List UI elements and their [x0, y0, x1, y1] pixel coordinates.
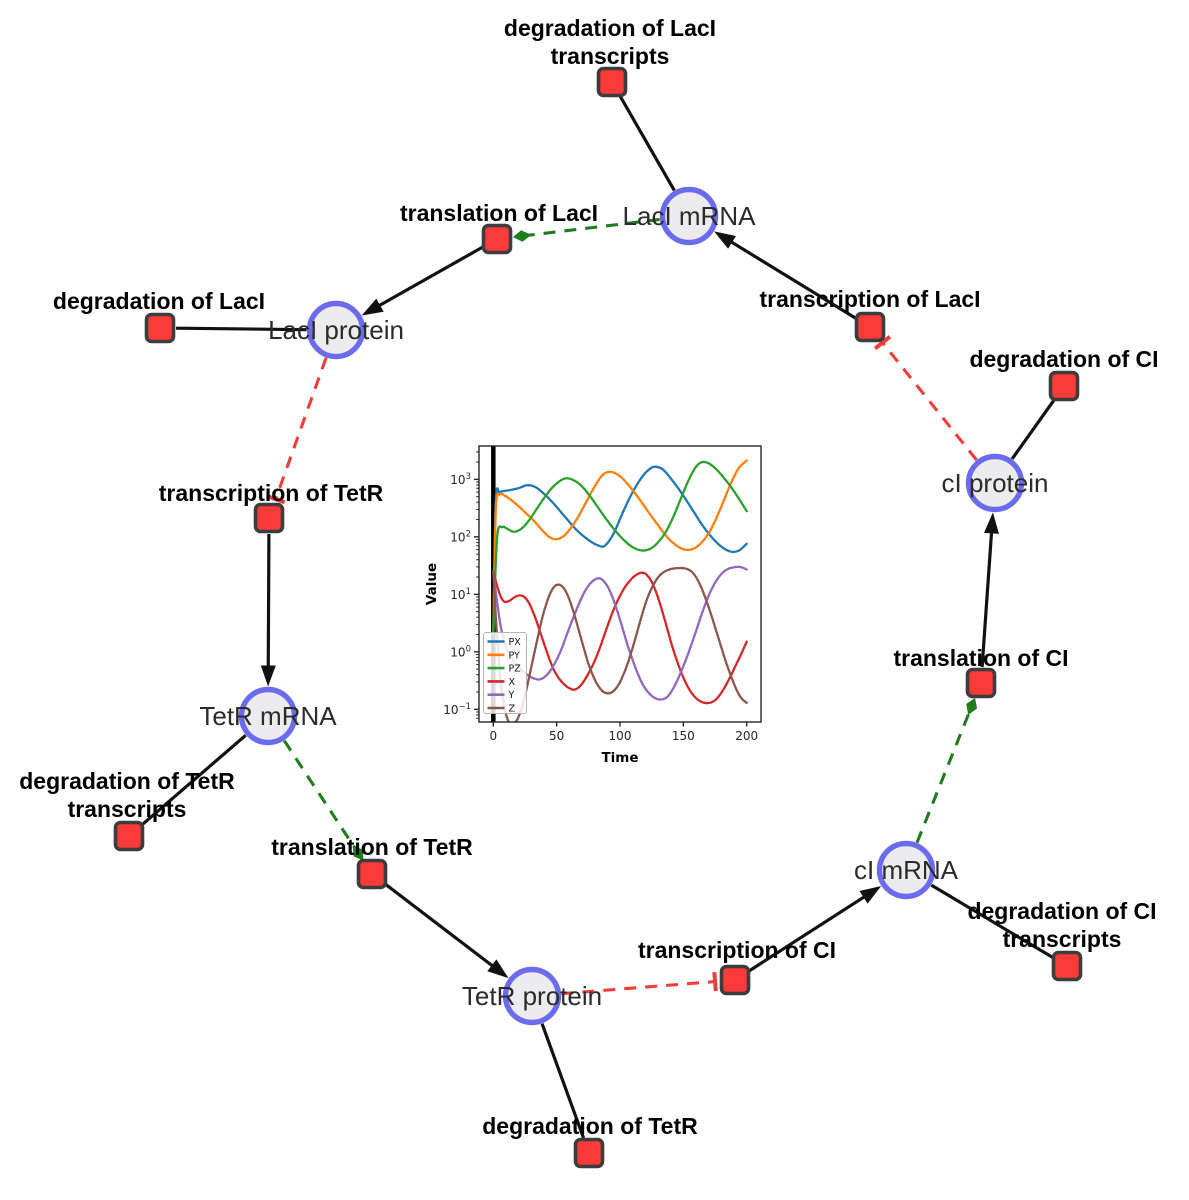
species-label-laci-mrna: LacI mRNA — [623, 201, 757, 231]
reaction-label-deg-laci-tx: transcripts — [551, 43, 670, 69]
legend-label-Y: Y — [508, 690, 515, 701]
reaction-label-deg-laci: degradation of LacI — [53, 288, 265, 314]
edge-laci-protein-deg-laci-consumption — [175, 326, 307, 332]
species-node-tetr-mrna[interactable] — [238, 686, 298, 746]
reaction-label-deg-ci-tx: transcripts — [1003, 926, 1122, 952]
x-tick-label: 150 — [672, 729, 695, 743]
series-line-PZ — [492, 460, 748, 636]
species-node-ci-mrna[interactable] — [876, 840, 936, 900]
diamond-arrowhead-icon — [966, 697, 978, 715]
reaction-node-deg-laci-tx[interactable] — [596, 66, 628, 98]
edge-laci-mrna-transl-laci-modifier — [512, 217, 660, 242]
reaction-node-transl-tetr[interactable] — [356, 858, 388, 890]
edge-ci-protein-deg-ci-consumption — [1010, 398, 1057, 460]
labels-layer: degradation of LacItranscriptstranslatio… — [19, 15, 1158, 1139]
reaction-node-deg-ci[interactable] — [1048, 370, 1080, 402]
arrowhead-icon — [859, 886, 882, 904]
diamond-arrowhead-icon — [512, 230, 532, 242]
reaction-node-txn-tetr[interactable] — [253, 502, 285, 534]
x-tick-label: 0 — [489, 729, 497, 743]
edge-tetr-mrna-transl-tetr-modifier — [282, 739, 364, 861]
reaction-node-deg-laci[interactable] — [144, 312, 176, 344]
edge-txn-tetr-tetr-mrna-production — [260, 533, 276, 687]
arrowhead-icon — [260, 665, 276, 687]
x-axis-label: Time — [601, 750, 638, 766]
x-tick-label: 100 — [609, 729, 632, 743]
diamond-arrowhead-icon — [353, 845, 364, 861]
edge-transl-laci-laci-protein-production — [361, 245, 484, 316]
species-label-tetr-mrna: TetR mRNA — [199, 701, 337, 731]
reaction-label-deg-tetr-tx: transcripts — [68, 796, 187, 822]
arrowhead-icon — [487, 959, 509, 979]
species-label-ci-mrna: cI mRNA — [854, 855, 959, 885]
plot-area — [491, 446, 748, 722]
edge-ci-mrna-deg-ci-tx-consumption — [930, 883, 1055, 960]
arrowhead-icon — [714, 231, 736, 249]
edge-ci-mrna-transl-ci-modifier — [915, 697, 978, 844]
species-label-ci-protein: cI protein — [942, 468, 1049, 498]
inhibition-bar-icon — [712, 971, 718, 992]
reaction-node-deg-tetr[interactable] — [573, 1137, 605, 1169]
reaction-node-transl-laci[interactable] — [481, 223, 513, 255]
reaction-node-transl-ci[interactable] — [965, 667, 997, 699]
legend-label-X: X — [509, 677, 516, 688]
legend-label-PY: PY — [509, 650, 521, 661]
reaction-node-deg-ci-tx[interactable] — [1051, 950, 1083, 982]
x-tick-label: 50 — [549, 729, 564, 743]
series-line-PY — [492, 459, 748, 636]
edge-tetr-mrna-deg-tetr-tx-consumption — [140, 734, 247, 827]
time-course-plot: 0 50 100 150 20010−1100101102103TimeValuePXP… — [424, 430, 796, 798]
arrowhead-icon — [984, 512, 999, 534]
y-axis-label: Value — [424, 563, 440, 605]
reaction-label-transl-laci: translation of LacI — [400, 200, 598, 226]
reaction-label-txn-laci: transcription of LacI — [759, 286, 980, 312]
inhibition-bar-icon — [873, 335, 892, 351]
edge-laci-mrna-deg-laci-tx-consumption — [618, 95, 676, 192]
species-node-tetr-protein[interactable] — [502, 966, 562, 1026]
reaction-label-txn-ci: transcription of CI — [638, 937, 836, 963]
series-line-Y — [492, 565, 748, 701]
arrowhead-icon — [361, 298, 384, 316]
species-node-laci-mrna[interactable] — [659, 186, 719, 246]
species-label-tetr-protein: TetR protein — [462, 981, 602, 1011]
edge-txn-ci-ci-mrna-production — [747, 886, 882, 973]
edge-transl-tetr-tetr-protein-production — [383, 882, 509, 979]
legend-label-PZ: PZ — [509, 664, 522, 675]
edge-ci-protein-txn-laci-inhibition — [873, 335, 978, 461]
chart-legend: PX PY PZ XYZ — [483, 632, 527, 715]
reaction-label-deg-laci-tx: degradation of LacI — [504, 15, 716, 41]
edge-tetr-protein-deg-tetr-consumption — [540, 1023, 586, 1139]
reaction-label-deg-ci-tx: degradation of CI — [967, 898, 1156, 924]
reaction-node-txn-laci[interactable] — [854, 311, 886, 343]
species-label-laci-protein: LacI protein — [268, 315, 404, 345]
species-node-laci-protein[interactable] — [306, 300, 366, 360]
edge-tetr-protein-txn-ci-inhibition — [561, 971, 718, 996]
reaction-label-deg-ci: degradation of CI — [969, 346, 1158, 372]
species-node-ci-protein[interactable] — [965, 453, 1025, 513]
series-line-PX — [492, 465, 748, 636]
reaction-label-deg-tetr-tx: degradation of TetR — [19, 768, 235, 794]
legend-label-PX: PX — [509, 637, 522, 648]
reaction-label-transl-tetr: translation of TetR — [271, 834, 473, 860]
edge-laci-protein-txn-tetr-inhibition — [266, 357, 328, 505]
edge-transl-ci-ci-protein-production — [980, 512, 999, 668]
nodes-layer — [113, 66, 1083, 1169]
reaction-label-deg-tetr: degradation of TetR — [482, 1113, 698, 1139]
edges-layer — [140, 95, 1057, 1139]
x-tick-label: 200 — [735, 729, 758, 743]
series-line-X — [492, 570, 748, 705]
reaction-node-deg-tetr-tx[interactable] — [113, 820, 145, 852]
series-line-Z — [492, 566, 748, 722]
reaction-node-txn-ci[interactable] — [719, 964, 751, 996]
legend-label-Z: Z — [509, 704, 516, 715]
edge-txn-laci-laci-mrna-production — [714, 231, 858, 320]
reaction-label-transl-ci: translation of CI — [893, 645, 1068, 671]
reaction-label-txn-tetr: transcription of TetR — [159, 480, 384, 506]
inhibition-bar-icon — [266, 494, 286, 505]
